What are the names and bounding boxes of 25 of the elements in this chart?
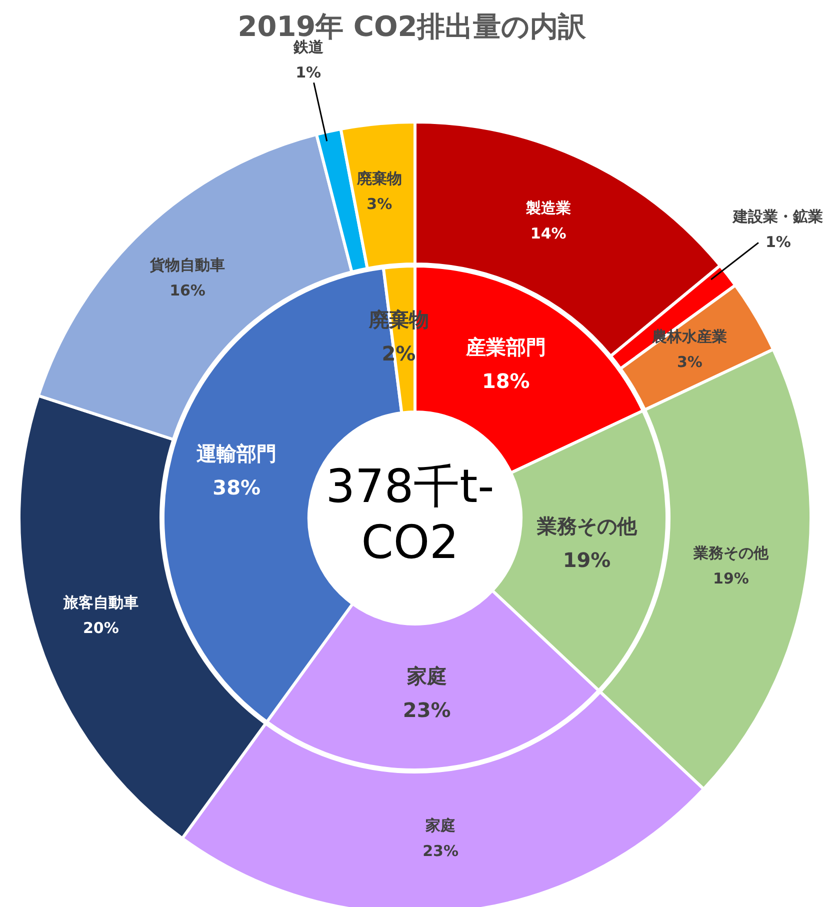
data-label: 38% bbox=[212, 475, 261, 500]
data-label: 20% bbox=[82, 618, 119, 637]
data-label: 23% bbox=[422, 842, 459, 860]
slice-label: 運輸部門 bbox=[196, 441, 277, 466]
data-label: 3% bbox=[366, 194, 392, 213]
data-label: 14% bbox=[530, 224, 566, 242]
text: 378千t-CO2 bbox=[324, 458, 496, 570]
slice-label: 家庭 bbox=[424, 816, 456, 835]
slice-label: 製造業 bbox=[524, 198, 571, 217]
data-label: 16% bbox=[170, 282, 206, 300]
slice-label: 旅客自動車 bbox=[62, 593, 138, 612]
data-label: 1% bbox=[296, 64, 322, 82]
data-label: 18% bbox=[482, 368, 530, 393]
slice-label: 業務その他 bbox=[536, 514, 638, 538]
data-label: 19% bbox=[713, 569, 749, 588]
data-label: 3% bbox=[677, 353, 702, 372]
slice-label: 業務その他 bbox=[692, 544, 770, 562]
data-label: 23% bbox=[402, 698, 451, 722]
data-label: 19% bbox=[562, 548, 611, 572]
slice-label: 廃棄物 bbox=[356, 169, 402, 188]
slice-label: 貨物自動車 bbox=[149, 256, 226, 274]
slice-label: 産業部門 bbox=[464, 334, 546, 359]
slice-label: 家庭 bbox=[406, 664, 447, 688]
data-label: 1% bbox=[765, 232, 791, 251]
slice-label: 建設業・鉱業 bbox=[732, 207, 824, 226]
